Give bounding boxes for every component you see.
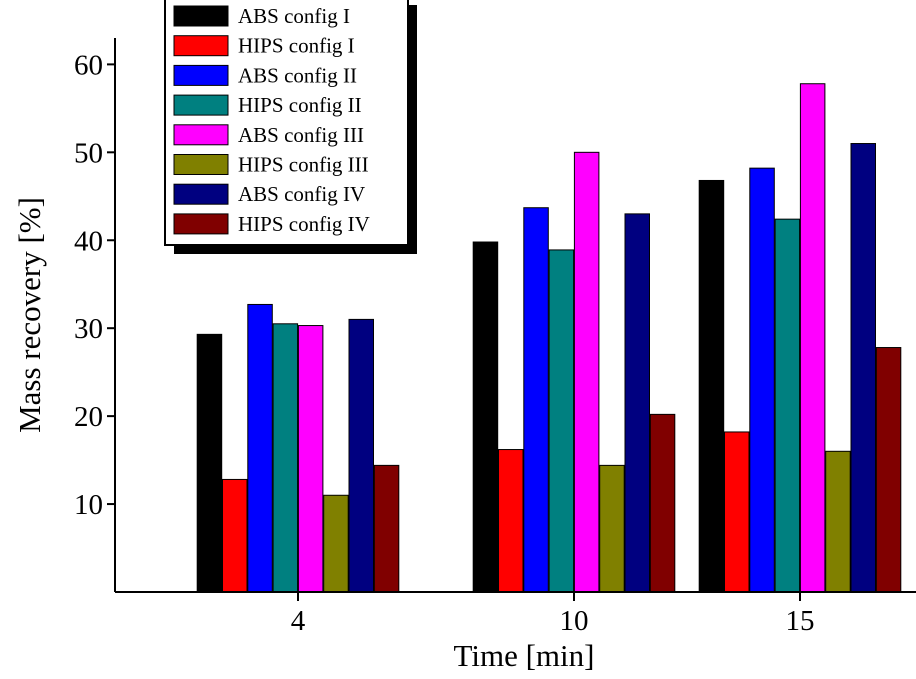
legend-swatch (173, 35, 229, 57)
legend-label: HIPS config III (238, 153, 369, 177)
axes-layer (114, 38, 916, 593)
bar (272, 323, 299, 593)
legend-swatch (173, 213, 229, 235)
x-tick-label: 15 (786, 605, 815, 637)
legend-swatch (173, 183, 229, 205)
bar (624, 213, 650, 593)
bar (472, 241, 499, 593)
x-axis-title: Time [min] (454, 638, 595, 673)
y-tick-label: 60 (74, 49, 103, 81)
bar (850, 143, 876, 593)
bar (498, 449, 524, 593)
legend-label: ABS config I (238, 4, 350, 28)
x-tick-label: 10 (560, 605, 589, 637)
legend-label: HIPS config I (238, 34, 355, 58)
legend: ABS config I HIPS config I ABS config II HI… (164, 0, 417, 254)
bar (599, 464, 625, 593)
bar (548, 249, 575, 593)
bar (573, 151, 600, 593)
bar (523, 207, 549, 593)
x-tick-label: 4 (291, 605, 306, 637)
bar (749, 167, 775, 593)
bar (875, 347, 902, 593)
y-tick-label: 10 (74, 489, 103, 521)
legend-label: ABS config III (238, 123, 364, 147)
legend-swatch (173, 5, 229, 27)
y-ticks: 10 20 30 40 50 60 (74, 49, 115, 521)
bar (348, 318, 374, 593)
y-tick-label: 30 (74, 313, 103, 345)
x-ticks: 4 10 15 (291, 592, 815, 637)
y-tick-label: 20 (74, 401, 103, 433)
bar (698, 179, 725, 593)
legend-label: HIPS config IV (238, 212, 370, 236)
legend-swatch (173, 154, 229, 175)
bar (196, 333, 223, 593)
bar (373, 464, 400, 593)
y-tick-label: 50 (74, 137, 103, 169)
bar (297, 325, 324, 593)
bar (799, 83, 826, 593)
legend-label: HIPS config II (238, 93, 362, 117)
bar (774, 218, 801, 593)
y-tick-label: 40 (74, 225, 103, 257)
legend-swatch (173, 94, 229, 116)
legend-label: ABS config IV (238, 182, 365, 206)
bar (724, 431, 750, 593)
legend-swatch (173, 64, 229, 86)
legend-label: ABS config II (238, 63, 357, 87)
bar (649, 413, 676, 593)
legend-swatch (173, 124, 229, 146)
bar (825, 450, 851, 593)
bar (323, 494, 349, 593)
bar (247, 303, 273, 593)
y-axis-title: Mass recovery [%] (12, 197, 47, 433)
bar (222, 478, 248, 593)
bars-layer (196, 83, 902, 593)
